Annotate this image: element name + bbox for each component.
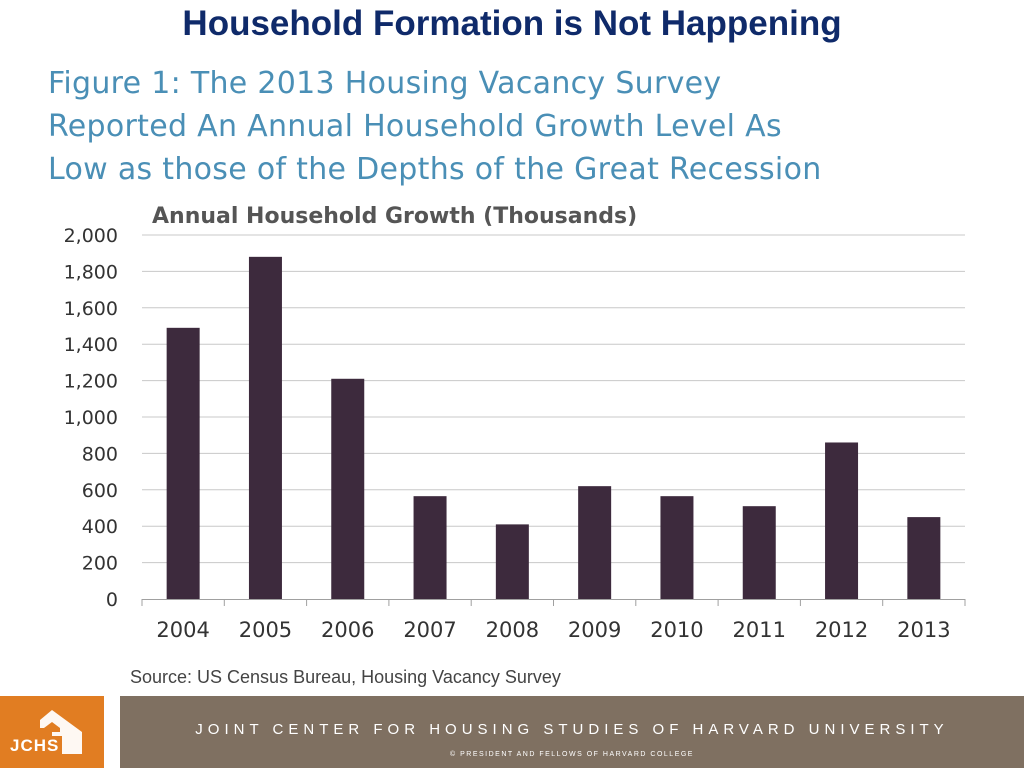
slide-title: Household Formation is Not Happening xyxy=(182,4,842,43)
y-tick-label: 1,000 xyxy=(64,407,118,429)
y-tick-label: 400 xyxy=(82,516,118,538)
x-tick-label: 2011 xyxy=(733,618,786,642)
x-tick-label: 2006 xyxy=(321,618,374,642)
bar-2004 xyxy=(166,327,200,599)
x-tick-label: 2005 xyxy=(239,618,292,642)
bar-2007 xyxy=(413,496,447,599)
y-tick-label: 1,200 xyxy=(64,371,118,393)
y-tick-label: 200 xyxy=(82,553,118,575)
logo-text: JCHS xyxy=(10,736,60,755)
source-note: Source: US Census Bureau, Housing Vacanc… xyxy=(130,667,561,687)
figure-caption-line: Reported An Annual Household Growth Leve… xyxy=(48,109,782,144)
y-tick-label: 2,000 xyxy=(64,225,118,247)
bar-2009 xyxy=(578,486,612,599)
y-tick-label: 1,400 xyxy=(64,334,118,356)
x-tick-label: 2004 xyxy=(156,618,209,642)
y-tick-label: 800 xyxy=(82,443,118,465)
bar-2013 xyxy=(907,517,941,599)
footer-divider xyxy=(104,696,120,768)
figure-caption: Figure 1: The 2013 Housing Vacancy Surve… xyxy=(48,62,1008,191)
bar-2008 xyxy=(495,524,529,599)
x-tick-label: 2012 xyxy=(815,618,868,642)
x-tick-label: 2010 xyxy=(650,618,703,642)
bar-2011 xyxy=(742,506,776,599)
figure-caption-line: Figure 1: The 2013 Housing Vacancy Surve… xyxy=(48,66,722,101)
x-tick-label: 2009 xyxy=(568,618,621,642)
y-tick-label: 0 xyxy=(106,589,118,611)
chart-title: Annual Household Growth (Thousands) xyxy=(152,204,638,229)
footer-band: JOINT CENTER FOR HOUSING STUDIES OF HARV… xyxy=(120,696,1024,768)
figure-caption-line: Low as those of the Depths of the Great … xyxy=(48,152,822,187)
bar-2010 xyxy=(660,496,694,599)
footer-organization: JOINT CENTER FOR HOUSING STUDIES OF HARV… xyxy=(195,721,949,738)
x-tick-label: 2013 xyxy=(897,618,950,642)
y-tick-label: 1,600 xyxy=(64,298,118,320)
bar-chart: 0 200 400 600 800 1,000 1,200 1,400 1,600 1,800 2,… xyxy=(64,225,966,642)
bar-2012 xyxy=(825,442,859,599)
footer-copyright: © PRESIDENT AND FELLOWS OF HARVARD COLLE… xyxy=(450,751,694,758)
bar-2005 xyxy=(248,256,282,599)
x-tick-label: 2008 xyxy=(486,618,539,642)
house-icon xyxy=(40,710,82,754)
x-tick-label: 2007 xyxy=(403,618,456,642)
bar-2006 xyxy=(331,378,365,599)
jchs-logo: JCHS xyxy=(0,696,104,768)
y-tick-label: 1,800 xyxy=(64,261,118,283)
y-tick-label: 600 xyxy=(82,480,118,502)
